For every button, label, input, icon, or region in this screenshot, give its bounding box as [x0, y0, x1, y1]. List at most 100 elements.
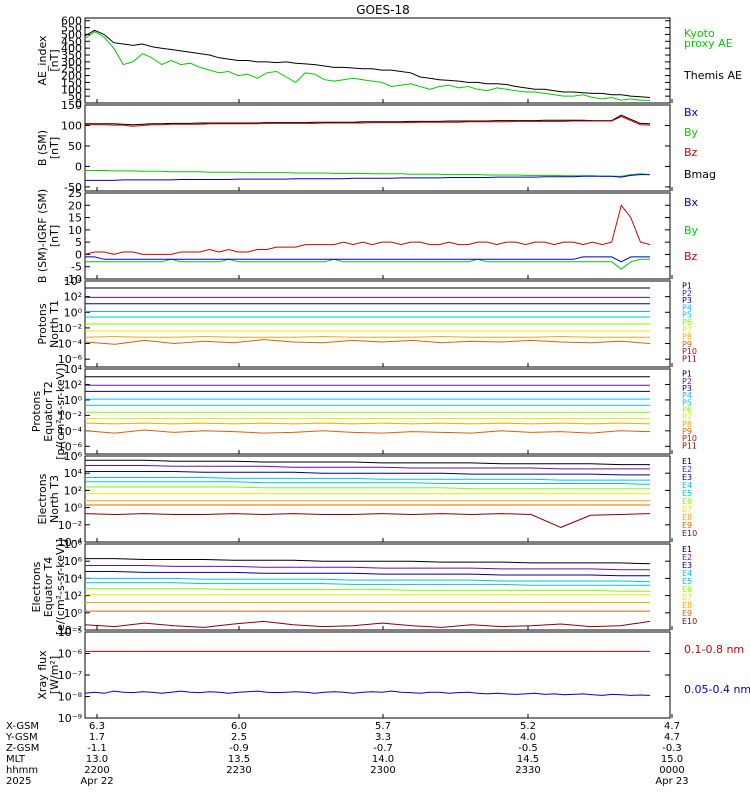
panel-frame — [84, 104, 671, 192]
legend-entry: E1 — [682, 545, 692, 554]
x-tick-label: 1.7 — [89, 732, 105, 743]
y-axis-label: Equator T4 — [42, 557, 55, 617]
y-tick-label: 10² — [64, 291, 82, 304]
y-axis-label: [e/(cm²-s-sr-keV)] — [54, 539, 67, 635]
y-tick-label: 10⁴ — [64, 467, 83, 480]
legend-entry: E1 — [682, 457, 692, 466]
y-tick-label: 10⁻² — [58, 624, 82, 637]
x-tick-label: Apr 23 — [655, 776, 688, 787]
legend-entry: P9 — [682, 427, 692, 436]
series-line — [84, 422, 651, 425]
series-line — [85, 565, 650, 571]
x-tick-label: 0000 — [659, 765, 684, 776]
legend-entry: Bx — [684, 106, 699, 119]
panels: 050100150200250300350400450500550600AE_i… — [30, 15, 750, 725]
panel-pequator: 10⁴ 10² 10⁰ 10⁻² 10⁻⁴ 10⁻⁶ Protons Equator T2 [p… — [30, 363, 697, 460]
x-tick-label: 13.0 — [86, 754, 108, 765]
panel-pnorth: 10⁴ 10² 10⁰ 10⁻² 10⁻⁴ 10⁻⁶ Protons North T1 P1P2… — [36, 275, 697, 368]
y-tick-label: 150 — [61, 99, 82, 112]
y-tick-label: 100 — [61, 83, 82, 96]
y-tick-label: 10⁻⁷ — [58, 669, 82, 682]
x-row-label: hhmm — [6, 765, 38, 776]
legend-entry: Kyoto — [684, 27, 715, 40]
y-tick-label: 400 — [61, 42, 82, 55]
y-tick-label: 350 — [61, 49, 82, 62]
legend-entry: P11 — [682, 441, 697, 450]
series-line — [85, 481, 651, 485]
y-tick-label: 150 — [61, 76, 82, 89]
legend-entry: P10 — [682, 347, 697, 356]
series-line — [85, 115, 651, 127]
y-axis-label: [nT] — [48, 49, 61, 71]
y-tick-label: 10⁰ — [64, 306, 83, 319]
legend-entry: P9 — [682, 340, 692, 349]
y-tick-label: 20 — [68, 199, 82, 212]
legend-entry: P4 — [682, 391, 692, 400]
y-tick-label: 10⁻⁶ — [58, 440, 83, 453]
y-tick-label: 0 — [75, 160, 82, 173]
legend-entry: E2 — [682, 553, 692, 562]
series-line — [85, 459, 650, 466]
y-tick-label: 550 — [61, 22, 82, 35]
y-tick-label: 10⁻² — [58, 519, 82, 532]
legend-entry: E9 — [682, 609, 692, 618]
y-tick-label: 10⁸ — [64, 538, 83, 551]
series-line — [85, 577, 651, 583]
x-tick-label: 6.0 — [231, 721, 247, 732]
series-line — [85, 558, 651, 565]
legend-entry: P7 — [682, 325, 692, 334]
panel-eequator: 10⁸ 10⁶ 10⁴ 10² 10⁰ 10⁻² Electrons Equator T4 [e… — [30, 538, 697, 637]
y-tick-label: 10⁻² — [58, 322, 82, 335]
panel-frame — [84, 17, 671, 104]
series-line — [85, 471, 650, 476]
x-tick-label: 13.5 — [228, 754, 250, 765]
y-axis-label: Equator T2 — [42, 381, 55, 441]
y-axis-label: Protons — [30, 391, 43, 432]
legend-entry: E8 — [682, 601, 692, 610]
y-axis-label: Electrons — [30, 561, 43, 612]
legend-entry: Bx — [684, 196, 699, 209]
y-tick-label: 5 — [75, 236, 82, 249]
x-tick-label: 2.5 — [231, 732, 247, 743]
x-tick-label: 5.2 — [520, 721, 536, 732]
legend-entry: P7 — [682, 413, 692, 422]
y-tick-label: 300 — [61, 56, 82, 69]
legend-entry: 0.05-0.4 nm — [684, 683, 750, 696]
legend-entry: Bz — [684, 146, 698, 159]
legend-entry: E10 — [682, 529, 697, 538]
x-tick-label: 2300 — [370, 765, 395, 776]
series-line — [85, 588, 650, 592]
y-axis-label: [nT] — [48, 225, 61, 247]
series-line — [84, 339, 651, 345]
legend-entry: E3 — [682, 473, 692, 482]
y-tick-label: 500 — [61, 28, 82, 41]
y-tick-label: 10⁻⁴ — [58, 338, 83, 351]
legend-entry: E5 — [682, 489, 692, 498]
y-tick-label: 10² — [64, 590, 82, 603]
y-axis-label: Protons — [36, 303, 49, 344]
plot-title: GOES-18 — [356, 3, 410, 17]
y-tick-label: 10⁻⁹ — [58, 712, 82, 725]
y-tick-label: 10² — [64, 378, 82, 391]
panel-xray: 10⁻⁵ 10⁻⁶ 10⁻⁷ 10⁻⁸ 10⁻⁹ Xray flux [W/m²] 0.1-0… — [36, 626, 750, 725]
legend-entry: E7 — [682, 593, 692, 602]
y-tick-label: 0 — [75, 248, 82, 261]
series-line — [85, 114, 651, 126]
legend-entry: E4 — [682, 481, 692, 490]
x-row-label: 2025 — [6, 776, 31, 787]
x-axis-table: X-GSMY-GSMZ-GSMMLThhmm20256.31.7-1.113.0… — [5, 99, 689, 787]
y-tick-label: 10⁰ — [64, 607, 83, 620]
y-tick-label: 10⁰ — [64, 394, 83, 407]
y-tick-label: -50 — [64, 181, 82, 194]
legend-entry: E8 — [682, 513, 692, 522]
legend-entry: E9 — [682, 521, 692, 530]
x-row-label: Y-GSM — [5, 732, 38, 743]
legend-entry: P5 — [682, 311, 692, 320]
x-tick-label: 14.0 — [372, 754, 394, 765]
y-axis-label: Electrons — [36, 473, 49, 524]
legend-entry: P6 — [682, 406, 692, 415]
legend-entry: 0.1-0.8 nm — [684, 643, 744, 656]
panel-frame — [84, 368, 671, 455]
panel-frame — [84, 543, 671, 631]
